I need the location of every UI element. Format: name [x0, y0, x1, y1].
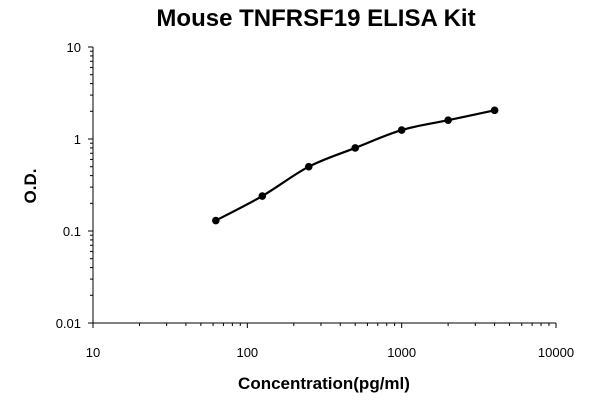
series-line	[215, 109, 495, 222]
axes-group: 0.01 0.1 1 10 10 100 1000 10000	[56, 40, 574, 360]
x-tick-label: 10000	[538, 345, 574, 360]
data-point	[351, 144, 360, 152]
y-tick-label: 0.01	[56, 316, 81, 331]
data-point	[258, 192, 267, 200]
y-axis-label: O.D.	[21, 169, 40, 204]
x-tick-label: 100	[236, 345, 258, 360]
data-point	[490, 106, 499, 115]
y-tick-label: 1	[74, 132, 81, 147]
data-point	[304, 162, 313, 171]
plot-area	[212, 106, 499, 225]
x-tick-label: 1000	[387, 345, 416, 360]
y-tick-label: 10	[67, 40, 81, 55]
x-axis-label: Concentration(pg/ml)	[238, 374, 410, 393]
y-tick-label: 0.1	[63, 224, 81, 239]
data-point	[212, 216, 220, 225]
data-point	[444, 116, 452, 125]
data-point	[397, 126, 406, 134]
chart-title: Mouse TNFRSF19 ELISA Kit	[156, 5, 475, 32]
x-tick-label: 10	[86, 345, 100, 360]
